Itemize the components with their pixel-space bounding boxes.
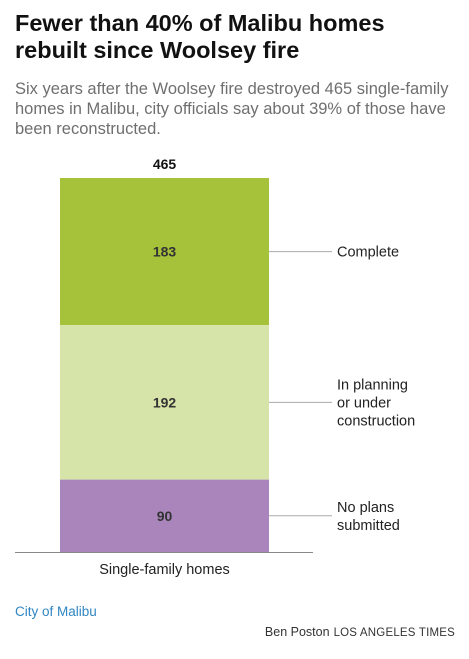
data-label-in-planning-or-under-construction: 192: [153, 394, 177, 410]
series-label-in-planning-or-under-construction: In planning or under construction: [337, 377, 415, 429]
bar-segment-no-plans-submitted: [60, 479, 269, 552]
organization-name: LOS ANGELES TIMES: [333, 627, 455, 639]
data-label-no-plans-submitted: 90: [157, 508, 173, 524]
bar-segment-in-planning-or-under-construction: [60, 325, 269, 480]
series-label-no-plans-submitted: No plans submitted: [337, 500, 400, 534]
chart-title: Fewer than 40% of Malibu homes rebuilt s…: [15, 10, 385, 63]
chart-subtitle: Six years after the Woolsey fire destroy…: [15, 80, 449, 138]
series-label-complete: Complete: [337, 245, 399, 261]
x-category-label: Single-family homes: [99, 562, 230, 578]
author-name: Ben Poston: [264, 625, 330, 639]
total-label: 465: [153, 156, 177, 172]
bar-segment-complete: [60, 178, 269, 326]
credit-line: Ben Poston LOS ANGELES TIMES: [265, 625, 455, 639]
data-label-complete: 183: [153, 244, 177, 260]
source-link[interactable]: City of Malibu: [15, 604, 97, 619]
